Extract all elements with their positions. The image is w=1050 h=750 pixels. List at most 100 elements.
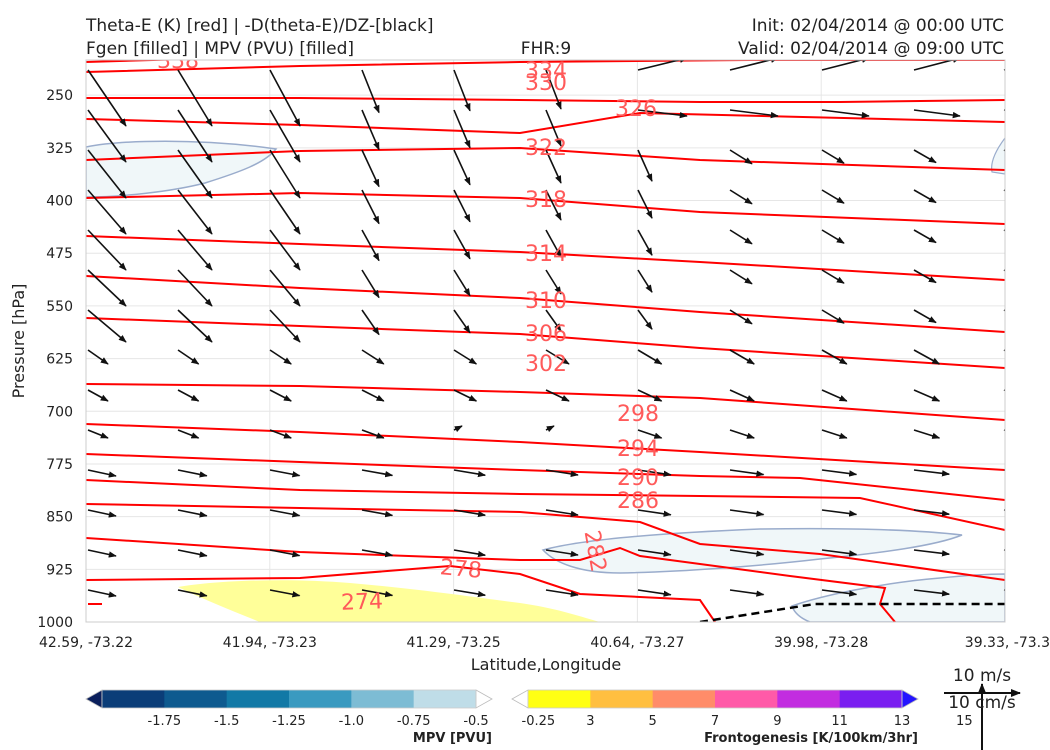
colorbar-swatch	[777, 690, 841, 708]
y-axis-label: Pressure [hPa]	[9, 284, 28, 399]
wind-vector	[913, 229, 937, 244]
wind-vector	[269, 189, 301, 235]
fgen-colorbar-label: Frontogenesis [K/100km/3hr]	[704, 731, 918, 746]
wind-vector	[729, 509, 765, 517]
plot-frame	[85, 59, 1006, 623]
theta-e-label: 322	[525, 136, 567, 161]
wind-vector	[361, 589, 394, 598]
theta-e-line	[86, 146, 1005, 171]
wind-vector	[453, 589, 486, 598]
wind-vector	[87, 509, 117, 518]
wind-vector	[545, 509, 579, 518]
wind-vector	[177, 349, 200, 365]
wind-vector	[361, 469, 394, 478]
wind-vector	[545, 109, 562, 147]
wind-vector	[453, 109, 471, 149]
mpv-colorbar-label: MPV [PVU]	[413, 731, 492, 746]
frontogenesis-fill	[178, 580, 600, 622]
wind-vector	[637, 309, 653, 330]
wind-vector	[361, 69, 380, 114]
title-center: FHR:9	[521, 39, 571, 59]
wind-vector	[87, 549, 117, 558]
wind-vector	[1003, 389, 1005, 392]
wind-vector	[913, 429, 941, 439]
wind-vector	[637, 509, 672, 517]
theta-e-label: 306	[525, 322, 567, 347]
wind-vector	[453, 69, 471, 112]
colorbar-swatch	[715, 690, 778, 708]
theta-e-line	[86, 97, 1005, 103]
wind-vector	[269, 149, 301, 199]
colorbar-tick: 3	[586, 714, 594, 729]
wind-vector	[361, 149, 380, 188]
theta-e-label: 298	[617, 402, 659, 427]
wind-vector	[637, 469, 672, 477]
colorbar-swatch	[85, 689, 103, 709]
title-left-1: Theta-E (K) [red] | -D(theta-E)/DZ-[blac…	[85, 16, 434, 36]
wind-vector	[177, 549, 208, 558]
wind-vector	[729, 269, 753, 285]
wind-vector	[637, 269, 653, 293]
wind-vector	[453, 269, 471, 297]
theta-e-label: 326	[615, 97, 657, 122]
wind-vector	[637, 229, 653, 256]
title-left-2: Fgen [filled] | MPV (PVU) [filled]	[86, 39, 354, 59]
wind-vector	[453, 149, 471, 186]
x-tick-label: 41.29, -73.25	[407, 635, 501, 651]
y-tick-label: 700	[46, 404, 73, 420]
wind-vector	[821, 349, 848, 365]
wind-vector	[87, 429, 109, 439]
x-tick-label: 42.59, -73.22	[39, 635, 133, 651]
wind-vector	[1003, 509, 1005, 511]
theta-e-line	[86, 453, 1005, 501]
wind-vector	[913, 109, 961, 119]
vector-key-horizontal: 10 m/s	[953, 666, 1011, 686]
wind-vector	[913, 549, 950, 557]
theta-e-label: 330	[525, 71, 567, 96]
wind-vector	[1003, 229, 1005, 232]
wind-vector	[913, 349, 941, 365]
y-tick-label: 625	[46, 352, 73, 368]
wind-vector	[177, 469, 208, 478]
colorbar-tick: 15	[956, 714, 973, 729]
x-axis-ticks: 42.59, -73.22 41.94, -73.23 41.29, -73.25 4…	[39, 635, 1050, 651]
wind-vector	[545, 149, 562, 184]
wind-vector	[1003, 149, 1005, 152]
wind-vector	[87, 269, 127, 307]
colorbar-swatch	[528, 690, 591, 708]
mpv-region-right-edge	[991, 136, 1005, 175]
wind-vector	[545, 349, 570, 365]
wind-vector	[729, 429, 755, 439]
y-tick-label: 325	[46, 141, 73, 157]
y-tick-label: 550	[46, 299, 73, 315]
wind-vector	[913, 149, 937, 164]
wind-vector	[269, 389, 292, 402]
wind-vector	[1003, 429, 1005, 432]
colorbar-tick: -1.75	[148, 714, 182, 729]
wind-vector	[637, 60, 688, 71]
wind-vector	[269, 509, 301, 518]
theta-e-line	[86, 275, 1005, 333]
wind-vector	[361, 189, 380, 225]
wind-vector	[87, 389, 109, 402]
wind-vector	[87, 149, 127, 199]
wind-vector	[87, 229, 127, 271]
wind-vector	[453, 425, 463, 433]
wind-vector	[821, 229, 845, 244]
wind-vector	[87, 589, 117, 598]
theta-e-line	[86, 191, 1005, 225]
wind-vector	[361, 269, 380, 299]
wind-vector	[361, 509, 394, 518]
wind-vector	[729, 349, 755, 365]
wind-vector	[177, 109, 213, 163]
colorbar-tick: 9	[773, 714, 781, 729]
colorbar-swatch	[652, 690, 716, 708]
colorbar-tick: -1.0	[339, 714, 364, 729]
theta-e-line	[86, 479, 1005, 531]
wind-vector	[821, 109, 870, 119]
wind-vector	[177, 229, 213, 271]
theta-e-line	[86, 537, 896, 622]
y-tick-label: 1000	[37, 615, 73, 631]
theta-e-label: 290	[617, 466, 659, 491]
wind-vector	[1003, 189, 1005, 192]
